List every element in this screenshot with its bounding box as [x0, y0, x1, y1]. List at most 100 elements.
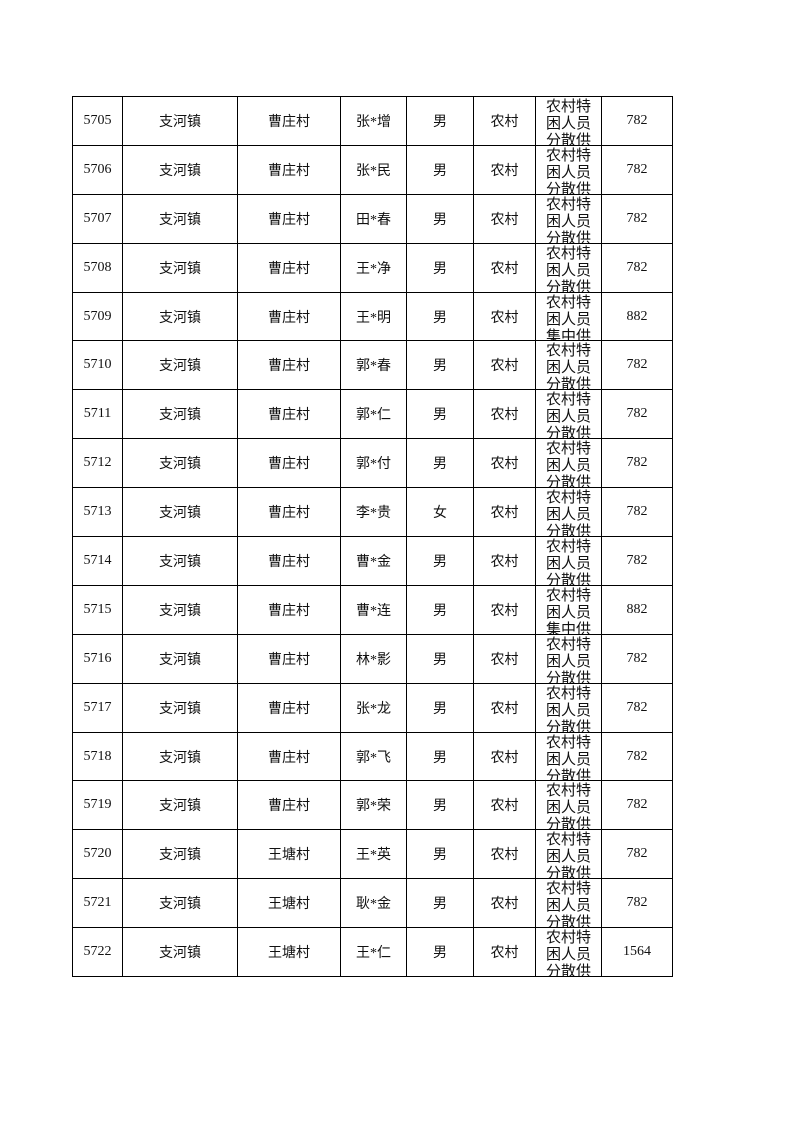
category-cell: 农村特困人员分散供养 [536, 683, 602, 733]
sex-cell: 男 [407, 292, 474, 342]
town-cell: 支河镇 [123, 145, 238, 195]
amount-cell: 882 [602, 292, 673, 342]
table: 5705支河镇曹庄村张*增男农村农村特困人员分散供养7825706支河镇曹庄村张… [72, 96, 673, 978]
category-cell: 农村特困人员集中供养 [536, 585, 602, 635]
village-cell: 曹庄村 [238, 781, 341, 831]
town-cell: 支河镇 [123, 683, 238, 733]
town-cell: 支河镇 [123, 97, 238, 146]
amount-cell: 782 [602, 634, 673, 684]
id-cell: 5709 [73, 292, 123, 342]
category-cell: 农村特困人员分散供养 [536, 830, 602, 880]
town-cell: 支河镇 [123, 341, 238, 391]
id-cell: 5721 [73, 879, 123, 929]
town-cell: 支河镇 [123, 194, 238, 244]
sex-cell: 男 [407, 145, 474, 195]
town-cell: 支河镇 [123, 243, 238, 293]
sex-cell: 男 [407, 634, 474, 684]
town-cell: 支河镇 [123, 585, 238, 635]
sex-cell: 男 [407, 781, 474, 831]
name-cell: 李*贵 [341, 488, 407, 538]
village-cell: 曹庄村 [238, 634, 341, 684]
name-cell: 郭*春 [341, 341, 407, 391]
category-cell: 农村特困人员分散供养 [536, 634, 602, 684]
id-cell: 5717 [73, 683, 123, 733]
sex-cell: 男 [407, 879, 474, 929]
area-cell: 农村 [474, 585, 536, 635]
town-cell: 支河镇 [123, 879, 238, 929]
id-cell: 5714 [73, 537, 123, 586]
amount-cell: 1564 [602, 928, 673, 978]
town-cell: 支河镇 [123, 292, 238, 342]
category-cell: 农村特困人员分散供养 [536, 97, 602, 146]
name-cell: 张*民 [341, 145, 407, 195]
name-cell: 王*净 [341, 243, 407, 293]
amount-cell: 882 [602, 585, 673, 635]
sex-cell: 女 [407, 488, 474, 538]
area-cell: 农村 [474, 439, 536, 489]
id-cell: 5715 [73, 585, 123, 635]
category-cell: 农村特困人员分散供养 [536, 732, 602, 782]
amount-cell: 782 [602, 683, 673, 733]
area-cell: 农村 [474, 830, 536, 880]
amount-cell: 782 [602, 243, 673, 293]
sex-cell: 男 [407, 194, 474, 244]
town-cell: 支河镇 [123, 634, 238, 684]
name-cell: 耿*金 [341, 879, 407, 929]
id-cell: 5711 [73, 390, 123, 440]
id-cell: 5708 [73, 243, 123, 293]
village-cell: 王塘村 [238, 879, 341, 929]
village-cell: 曹庄村 [238, 488, 341, 538]
amount-cell: 782 [602, 439, 673, 489]
category-cell: 农村特困人员分散供养 [536, 390, 602, 440]
sex-cell: 男 [407, 390, 474, 440]
area-cell: 农村 [474, 243, 536, 293]
village-cell: 曹庄村 [238, 194, 341, 244]
id-cell: 5720 [73, 830, 123, 880]
id-cell: 5713 [73, 488, 123, 538]
village-cell: 王塘村 [238, 928, 341, 978]
sex-cell: 男 [407, 341, 474, 391]
name-cell: 曹*连 [341, 585, 407, 635]
sex-cell: 男 [407, 537, 474, 586]
town-cell: 支河镇 [123, 732, 238, 782]
village-cell: 曹庄村 [238, 390, 341, 440]
name-cell: 王*明 [341, 292, 407, 342]
sex-cell: 男 [407, 243, 474, 293]
sex-cell: 男 [407, 97, 474, 146]
id-cell: 5718 [73, 732, 123, 782]
area-cell: 农村 [474, 879, 536, 929]
category-cell: 农村特困人员分散供养 [536, 439, 602, 489]
id-cell: 5722 [73, 928, 123, 978]
sex-cell: 男 [407, 585, 474, 635]
category-cell: 农村特困人员分散供养 [536, 488, 602, 538]
amount-cell: 782 [602, 145, 673, 195]
amount-cell: 782 [602, 97, 673, 146]
area-cell: 农村 [474, 145, 536, 195]
category-cell: 农村特困人员分散供养 [536, 879, 602, 929]
category-cell: 农村特困人员分散供养 [536, 194, 602, 244]
sex-cell: 男 [407, 830, 474, 880]
amount-cell: 782 [602, 488, 673, 538]
area-cell: 农村 [474, 488, 536, 538]
name-cell: 田*春 [341, 194, 407, 244]
area-cell: 农村 [474, 292, 536, 342]
id-cell: 5719 [73, 781, 123, 831]
amount-cell: 782 [602, 341, 673, 391]
village-cell: 曹庄村 [238, 537, 341, 586]
category-cell: 农村特困人员集中供养 [536, 292, 602, 342]
amount-cell: 782 [602, 879, 673, 929]
area-cell: 农村 [474, 634, 536, 684]
id-cell: 5716 [73, 634, 123, 684]
name-cell: 王*英 [341, 830, 407, 880]
category-cell: 农村特困人员分散供养 [536, 243, 602, 293]
